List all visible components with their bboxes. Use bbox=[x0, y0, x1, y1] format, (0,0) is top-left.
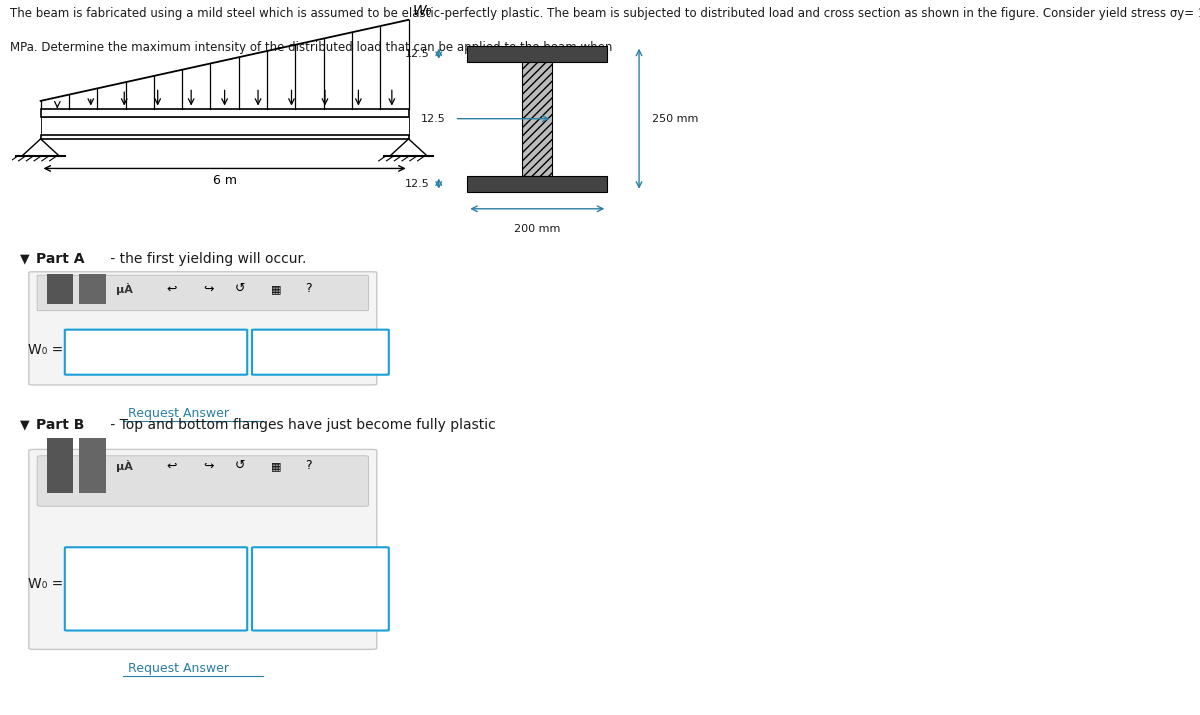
FancyBboxPatch shape bbox=[65, 547, 247, 631]
Text: W₀: W₀ bbox=[413, 4, 432, 18]
Text: μÀ: μÀ bbox=[116, 460, 133, 472]
Text: ↪: ↪ bbox=[203, 282, 214, 295]
Text: Part A: Part A bbox=[36, 252, 84, 266]
Text: - Top and bottom flanges have just become fully plastic: - Top and bottom flanges have just becom… bbox=[106, 418, 496, 432]
Text: ▼: ▼ bbox=[20, 418, 30, 431]
Text: Value: Value bbox=[137, 345, 175, 359]
Text: Part B: Part B bbox=[36, 418, 84, 432]
FancyBboxPatch shape bbox=[29, 450, 377, 649]
Bar bbox=[47, 274, 73, 304]
FancyBboxPatch shape bbox=[65, 330, 247, 375]
Text: ↺: ↺ bbox=[235, 282, 246, 295]
Text: 12.5: 12.5 bbox=[404, 49, 430, 59]
Text: Request Answer: Request Answer bbox=[128, 662, 229, 675]
Text: Units: Units bbox=[302, 582, 338, 596]
Text: 6 m: 6 m bbox=[212, 174, 236, 187]
Bar bbox=[41, 109, 408, 117]
Text: ?: ? bbox=[305, 282, 312, 295]
FancyBboxPatch shape bbox=[29, 272, 377, 385]
FancyBboxPatch shape bbox=[252, 547, 389, 631]
Text: ↩: ↩ bbox=[167, 282, 178, 295]
Text: ▦: ▦ bbox=[271, 461, 282, 470]
Bar bbox=[467, 176, 607, 192]
Text: ↩: ↩ bbox=[167, 459, 178, 473]
Text: ?: ? bbox=[305, 459, 312, 473]
Text: 250 mm: 250 mm bbox=[652, 114, 698, 124]
Bar bbox=[79, 438, 106, 493]
Bar bbox=[467, 46, 607, 61]
Text: μÀ: μÀ bbox=[116, 283, 133, 295]
Bar bbox=[41, 134, 408, 139]
Text: 12.5: 12.5 bbox=[420, 114, 445, 124]
Text: Units: Units bbox=[302, 345, 338, 359]
Text: - the first yielding will occur.: - the first yielding will occur. bbox=[106, 252, 306, 266]
FancyBboxPatch shape bbox=[37, 455, 368, 506]
Text: W₀ =: W₀ = bbox=[28, 577, 62, 591]
Text: The beam is fabricated using a mild steel which is assumed to be elastic-perfect: The beam is fabricated using a mild stee… bbox=[10, 6, 1200, 20]
Bar bbox=[47, 438, 73, 493]
Bar bbox=[522, 62, 552, 176]
Bar bbox=[41, 117, 408, 134]
Text: ▼: ▼ bbox=[20, 253, 30, 266]
Text: Value: Value bbox=[137, 582, 175, 596]
Text: 12.5: 12.5 bbox=[404, 179, 430, 189]
Text: MPa. Determine the maximum intensity of the distributed load that can be applied: MPa. Determine the maximum intensity of … bbox=[10, 41, 612, 54]
Bar bbox=[79, 274, 106, 304]
Text: ↺: ↺ bbox=[235, 459, 246, 473]
FancyBboxPatch shape bbox=[252, 330, 389, 375]
Text: Submit: Submit bbox=[48, 407, 97, 420]
Text: 200 mm: 200 mm bbox=[514, 224, 560, 234]
Text: Submit: Submit bbox=[48, 662, 97, 675]
Text: Request Answer: Request Answer bbox=[128, 407, 229, 420]
Text: ▦: ▦ bbox=[271, 284, 282, 294]
Text: ↪: ↪ bbox=[203, 459, 214, 473]
Text: W₀ =: W₀ = bbox=[28, 342, 62, 357]
FancyBboxPatch shape bbox=[37, 275, 368, 311]
